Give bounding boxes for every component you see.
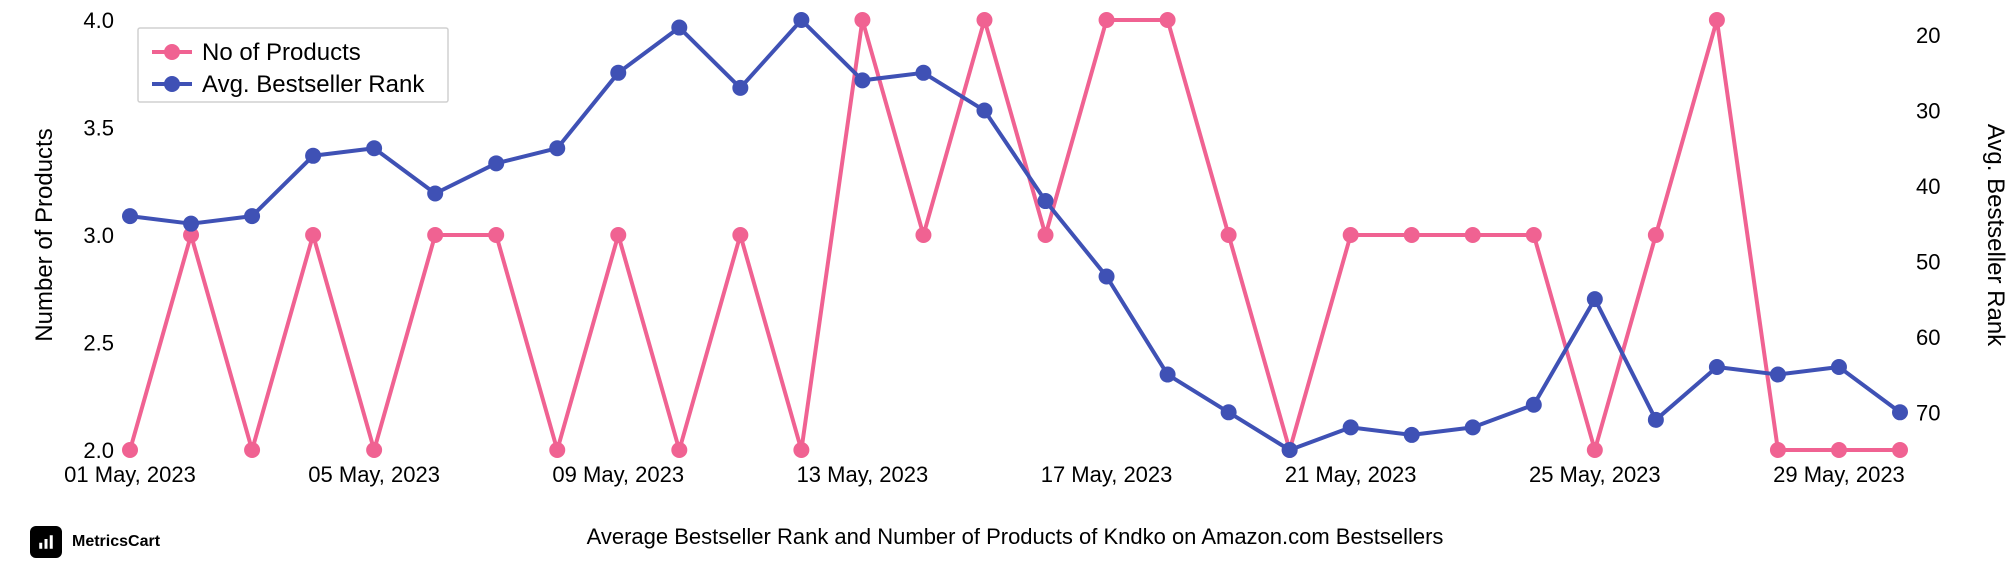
y-right-tick-label: 60 — [1916, 325, 1940, 350]
y-left-tick-label: 4.0 — [83, 8, 114, 33]
series-marker — [793, 442, 809, 458]
x-tick-label: 01 May, 2023 — [64, 462, 196, 487]
footer: MetricsCart — [30, 526, 160, 558]
series-marker — [366, 140, 382, 156]
x-tick-label: 25 May, 2023 — [1529, 462, 1661, 487]
series-marker — [244, 208, 260, 224]
series-marker — [1221, 404, 1237, 420]
series-marker — [305, 227, 321, 243]
series-marker — [1038, 227, 1054, 243]
series-marker — [1648, 412, 1664, 428]
series-marker — [793, 12, 809, 28]
series-marker — [122, 208, 138, 224]
y-right-tick-label: 40 — [1916, 174, 1940, 199]
series-marker — [244, 442, 260, 458]
legend-swatch-marker — [164, 76, 180, 92]
series-marker — [1160, 367, 1176, 383]
y-left-tick-label: 2.5 — [83, 331, 114, 356]
series-marker — [1099, 12, 1115, 28]
series-marker — [1709, 359, 1725, 375]
series-marker — [610, 65, 626, 81]
series-marker — [976, 103, 992, 119]
series-marker — [1404, 427, 1420, 443]
y-right-tick-label: 70 — [1916, 400, 1940, 425]
legend-label: Avg. Bestseller Rank — [202, 71, 425, 98]
y-right-tick-label: 50 — [1916, 249, 1940, 274]
chart-caption: Average Bestseller Rank and Number of Pr… — [587, 524, 1444, 549]
series-marker — [427, 186, 443, 202]
series-marker — [549, 442, 565, 458]
chart-container: 01 May, 2023 05 May, 2023 09 May, 2023 13 M… — [0, 0, 2016, 576]
metricscart-logo-icon — [30, 526, 62, 558]
series-marker — [1221, 227, 1237, 243]
series-marker — [366, 442, 382, 458]
series-marker — [1709, 12, 1725, 28]
legend-swatch-marker — [164, 44, 180, 60]
series-marker — [854, 12, 870, 28]
series-marker — [1587, 291, 1603, 307]
series-marker — [671, 20, 687, 36]
series-marker — [1038, 193, 1054, 209]
series-marker — [1160, 12, 1176, 28]
series-marker — [1099, 268, 1115, 284]
series-marker — [1831, 442, 1847, 458]
series-marker — [122, 442, 138, 458]
footer-brand: MetricsCart — [72, 533, 160, 551]
y-right-axis-label: Avg. Bestseller Rank — [1982, 124, 2009, 347]
series-marker — [915, 227, 931, 243]
series-marker — [1343, 419, 1359, 435]
series-marker — [671, 442, 687, 458]
y-left-tick-label: 2.0 — [83, 438, 114, 463]
series-marker — [1526, 227, 1542, 243]
x-tick-label: 29 May, 2023 — [1773, 462, 1905, 487]
series-marker — [488, 155, 504, 171]
series-marker — [1587, 442, 1603, 458]
x-tick-label: 09 May, 2023 — [552, 462, 684, 487]
x-tick-label: 21 May, 2023 — [1285, 462, 1417, 487]
series-marker — [1770, 442, 1786, 458]
series-marker — [1892, 442, 1908, 458]
series-marker — [1770, 367, 1786, 383]
series-marker — [1648, 227, 1664, 243]
series-marker — [549, 140, 565, 156]
y-right-tick-label: 30 — [1916, 99, 1940, 124]
series-marker — [1465, 227, 1481, 243]
series-marker — [1831, 359, 1847, 375]
x-tick-label: 13 May, 2023 — [797, 462, 929, 487]
series-marker — [1892, 404, 1908, 420]
series-marker — [305, 148, 321, 164]
series-marker — [1404, 227, 1420, 243]
series-marker — [854, 72, 870, 88]
y-right-tick-label: 20 — [1916, 23, 1940, 48]
y-left-tick-label: 3.5 — [83, 116, 114, 141]
series-marker — [976, 12, 992, 28]
series-marker — [427, 227, 443, 243]
series-marker — [1282, 442, 1298, 458]
series-marker — [610, 227, 626, 243]
series-marker — [732, 227, 748, 243]
dual-axis-line-chart: 01 May, 2023 05 May, 2023 09 May, 2023 13 M… — [0, 0, 2016, 576]
series-marker — [732, 80, 748, 96]
x-tick-label: 05 May, 2023 — [308, 462, 440, 487]
y-left-tick-label: 3.0 — [83, 223, 114, 248]
series-marker — [915, 65, 931, 81]
series-marker — [1343, 227, 1359, 243]
y-left-axis-label: Number of Products — [31, 128, 58, 341]
x-tick-label: 17 May, 2023 — [1041, 462, 1173, 487]
series-marker — [1465, 419, 1481, 435]
series-marker — [183, 216, 199, 232]
series-marker — [1526, 397, 1542, 413]
legend-label: No of Products — [202, 39, 361, 66]
series-marker — [488, 227, 504, 243]
